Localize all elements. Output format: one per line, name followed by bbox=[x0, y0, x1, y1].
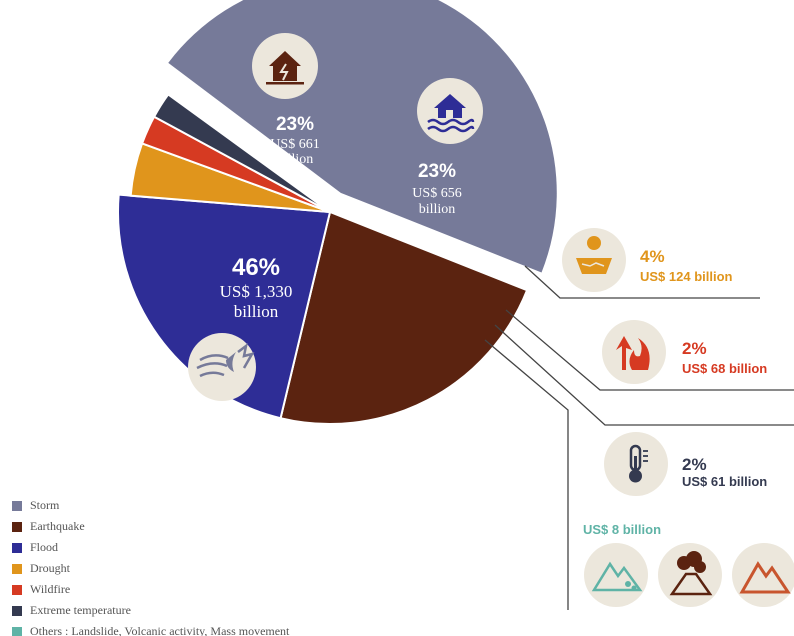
legend-item-extreme-temperature: Extreme temperature bbox=[12, 600, 289, 621]
leader-line-wildfire bbox=[505, 309, 794, 391]
legend-item-earthquake: Earthquake bbox=[12, 516, 289, 537]
legend-swatch-flood bbox=[12, 542, 22, 553]
legend-label-wildfire: Wildfire bbox=[30, 582, 71, 596]
flood-percent: 23% bbox=[418, 161, 456, 182]
legend-label-drought: Drought bbox=[30, 561, 70, 575]
mass-movement-icon bbox=[732, 543, 794, 607]
slice-extreme-temperature bbox=[152, 93, 331, 213]
legend-swatch-others bbox=[12, 626, 22, 636]
drought-sun-icon bbox=[562, 228, 626, 292]
wildfire-icon bbox=[602, 320, 666, 384]
legend-item-storm: Storm bbox=[12, 495, 289, 516]
legend-label-storm: Storm bbox=[30, 498, 60, 512]
legend-swatch-extreme-temperature bbox=[12, 605, 22, 616]
legend-swatch-earthquake bbox=[12, 521, 22, 532]
legend-item-drought: Drought bbox=[12, 558, 289, 579]
volcano-icon bbox=[658, 543, 722, 607]
legend-label-extreme-temperature: Extreme temperature bbox=[30, 603, 131, 617]
wildfire-percent: 2% bbox=[682, 339, 707, 358]
landslide-icon bbox=[584, 543, 648, 607]
earthquake-house-icon bbox=[252, 33, 318, 99]
flood-house-icon bbox=[417, 78, 483, 144]
legend: Storm Earthquake Flood Drought Wildfire … bbox=[12, 495, 289, 636]
legend-label-others: Others : Landslide, Volcanic activity, M… bbox=[30, 624, 290, 636]
others-amount: US$ 8 billion bbox=[583, 522, 661, 537]
leader-line-others bbox=[484, 339, 569, 610]
earthquake-amount-line1: US$ 661 bbox=[270, 137, 319, 152]
leader-line-extreme bbox=[494, 324, 794, 426]
legend-label-flood: Flood bbox=[30, 540, 59, 554]
slice-earthquake bbox=[279, 210, 529, 425]
leader-line-drought bbox=[524, 265, 760, 299]
thermometer-icon bbox=[604, 432, 668, 496]
earthquake-percent: 23% bbox=[276, 114, 314, 135]
legend-swatch-wildfire bbox=[12, 584, 22, 595]
extreme-temperature-percent: 2% bbox=[682, 455, 707, 474]
earthquake-amount-line2: billion bbox=[277, 152, 314, 167]
drought-percent: 4% bbox=[640, 247, 665, 266]
extreme-temperature-amount: US$ 61 billion bbox=[682, 474, 767, 489]
storm-amount-line2: billion bbox=[234, 302, 279, 321]
legend-swatch-storm bbox=[12, 500, 22, 511]
legend-item-others: Others : Landslide, Volcanic activity, M… bbox=[12, 621, 289, 636]
storm-percent: 46% bbox=[232, 254, 280, 281]
legend-item-wildfire: Wildfire bbox=[12, 579, 289, 600]
wildfire-amount: US$ 68 billion bbox=[682, 361, 767, 376]
legend-label-earthquake: Earthquake bbox=[30, 519, 85, 533]
flood-amount-line1: US$ 656 bbox=[412, 186, 461, 201]
storm-amount-line1: US$ 1,330 bbox=[220, 282, 293, 301]
slice-flood bbox=[117, 193, 332, 420]
flood-amount-line2: billion bbox=[419, 202, 456, 217]
storm-icon bbox=[188, 333, 256, 401]
legend-swatch-drought bbox=[12, 563, 22, 574]
legend-item-flood: Flood bbox=[12, 537, 289, 558]
drought-amount: US$ 124 billion bbox=[640, 269, 733, 284]
